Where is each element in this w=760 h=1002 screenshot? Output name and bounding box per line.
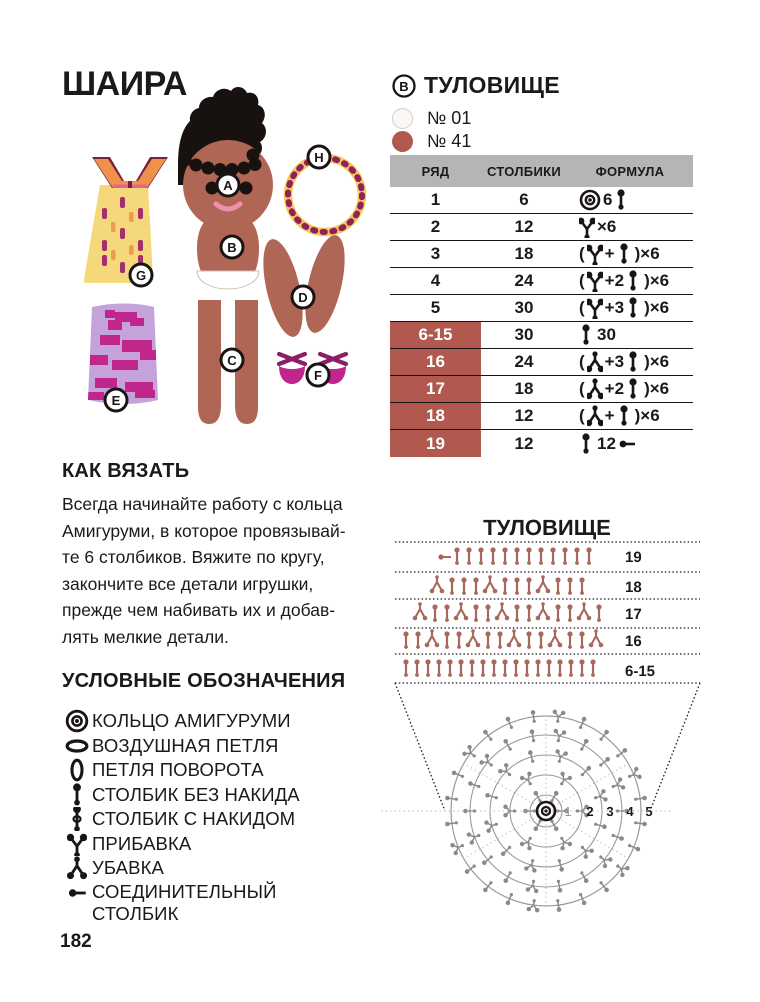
svg-text:16: 16 <box>625 633 642 650</box>
svg-text:A: A <box>223 178 233 193</box>
svg-text:E: E <box>112 393 121 408</box>
svg-text:6-15: 6-15 <box>625 663 655 680</box>
svg-text:D: D <box>298 290 307 305</box>
svg-text:H: H <box>314 150 323 165</box>
svg-text:G: G <box>136 268 146 283</box>
svg-text:19: 19 <box>625 549 642 566</box>
svg-text:C: C <box>227 353 237 368</box>
svg-text:B: B <box>227 240 236 255</box>
svg-text:F: F <box>314 368 322 383</box>
svg-text:18: 18 <box>625 579 642 596</box>
svg-text:17: 17 <box>625 606 642 623</box>
svg-text:ТУЛОВИЩЕ: ТУЛОВИЩЕ <box>483 515 611 540</box>
